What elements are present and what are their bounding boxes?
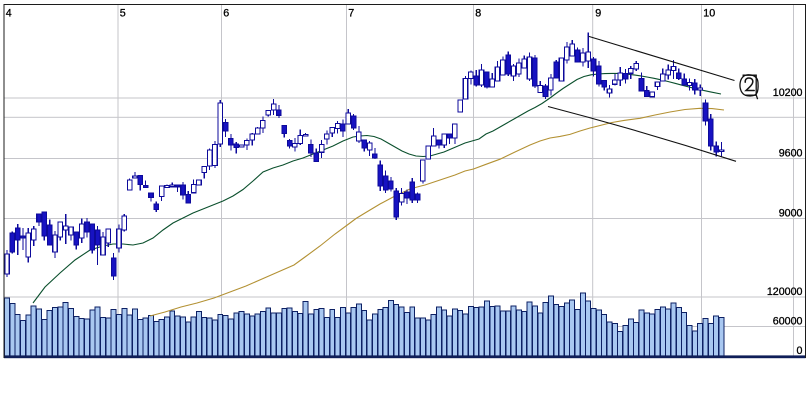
svg-text:9600: 9600 [779,147,803,159]
svg-text:10200: 10200 [773,87,803,99]
svg-text:60000: 60000 [773,316,803,328]
svg-text:6: 6 [223,7,229,19]
svg-text:9000: 9000 [779,207,803,219]
svg-text:4: 4 [6,7,12,19]
svg-text:10: 10 [703,7,715,19]
svg-text:5: 5 [120,7,126,19]
svg-text:7: 7 [348,7,354,19]
svg-text:0: 0 [797,345,803,357]
svg-text:9: 9 [595,7,601,19]
svg-text:8: 8 [475,7,481,19]
svg-text:120000: 120000 [767,286,803,298]
